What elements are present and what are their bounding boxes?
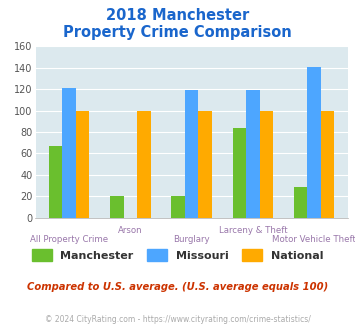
Bar (321, 111, 334, 218)
Text: Arson: Arson (118, 226, 143, 235)
Text: Larceny & Theft: Larceny & Theft (219, 226, 287, 235)
Bar (246, 90, 260, 218)
Text: © 2024 CityRating.com - https://www.cityrating.com/crime-statistics/: © 2024 CityRating.com - https://www.city… (45, 315, 310, 324)
Text: Burglary: Burglary (173, 235, 210, 244)
Bar (185, 90, 198, 218)
Bar (171, 196, 185, 218)
Bar (76, 111, 89, 218)
Bar (294, 187, 307, 218)
Text: Motor Vehicle Theft: Motor Vehicle Theft (272, 235, 355, 244)
Bar (110, 196, 124, 218)
Text: Compared to U.S. average. (U.S. average equals 100): Compared to U.S. average. (U.S. average … (27, 282, 328, 292)
Bar (137, 111, 151, 218)
Text: All Property Crime: All Property Crime (30, 235, 108, 244)
Bar (62, 88, 76, 218)
Legend: Manchester, Missouri, National: Manchester, Missouri, National (27, 245, 328, 265)
Bar (233, 128, 246, 218)
Text: Property Crime Comparison: Property Crime Comparison (63, 25, 292, 40)
Bar (307, 67, 321, 218)
Bar (198, 111, 212, 218)
Bar (260, 111, 273, 218)
Text: 2018 Manchester: 2018 Manchester (106, 8, 249, 23)
Bar (49, 146, 62, 218)
